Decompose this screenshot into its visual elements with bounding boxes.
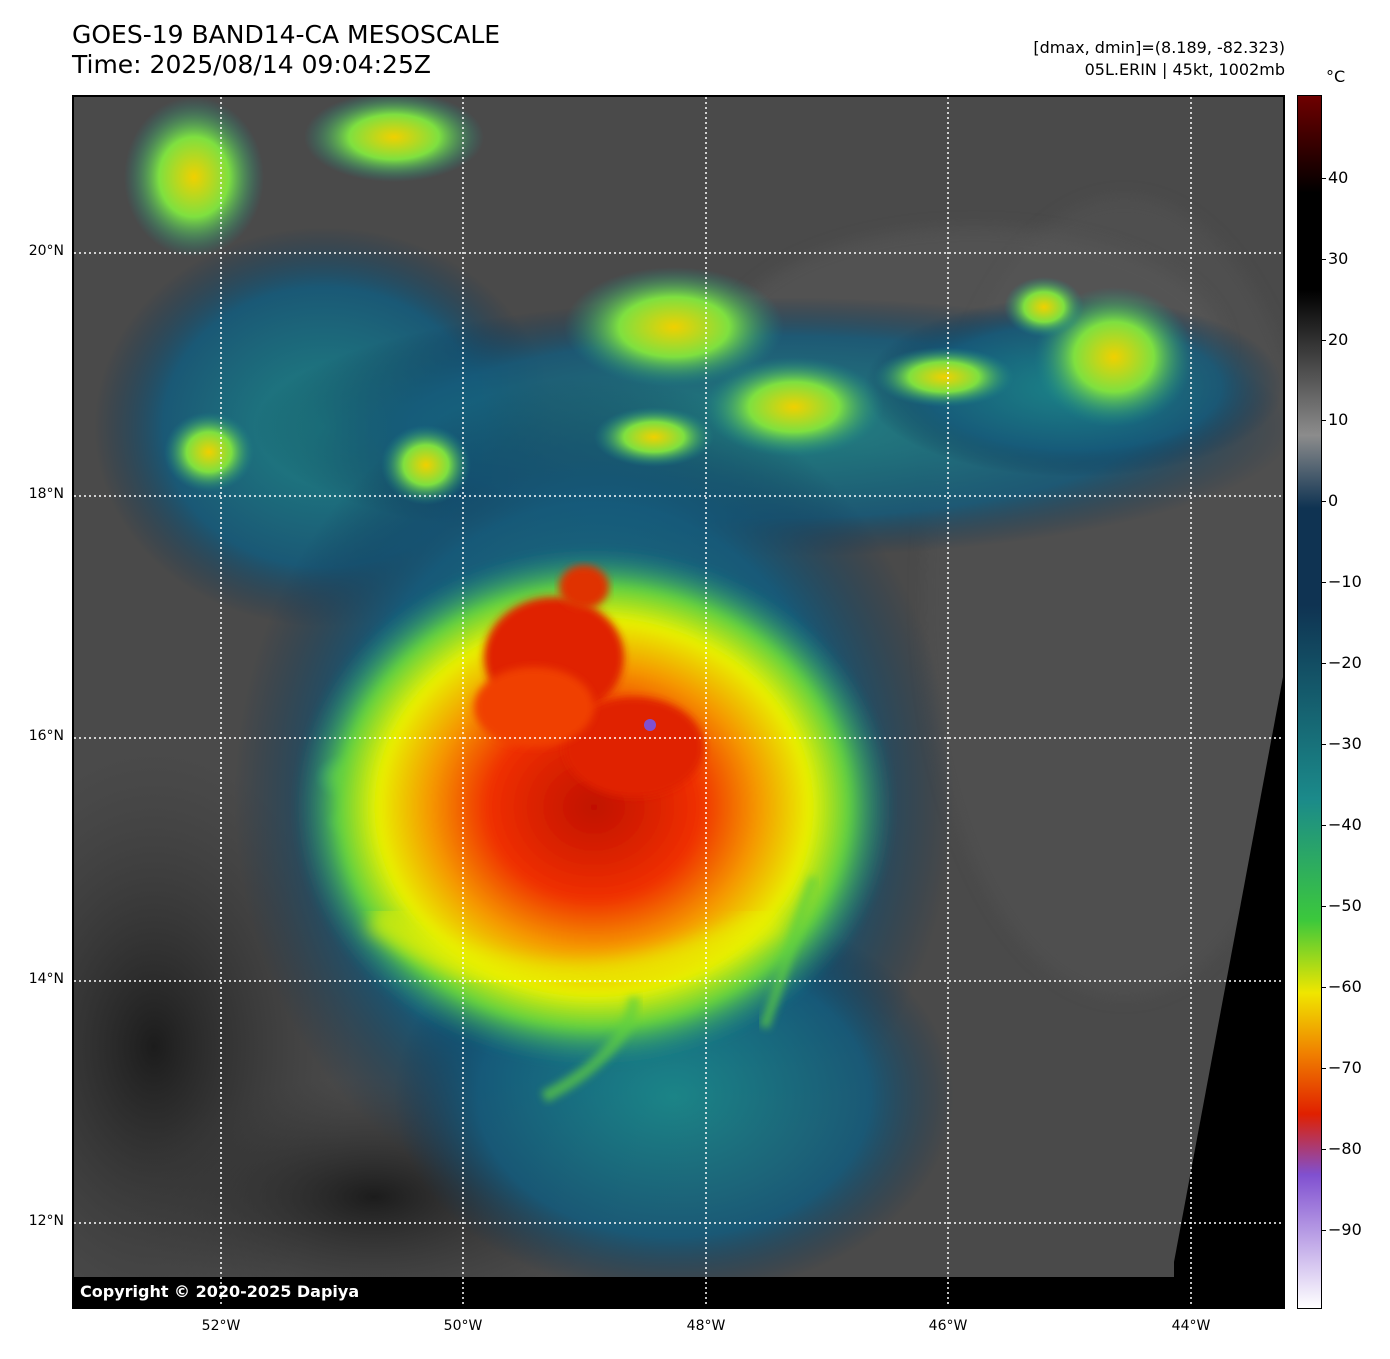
cb-tick-label: −20 bbox=[1328, 653, 1362, 672]
lat-label-18n: 18°N bbox=[28, 486, 64, 502]
dmax-dmin-readout: [dmax, dmin]=(8.189, -82.323) bbox=[1033, 38, 1285, 57]
title-product: GOES-19 BAND14-CA MESOSCALE bbox=[72, 20, 501, 49]
lat-label-14n: 14°N bbox=[28, 971, 64, 987]
cb-tick-label: 10 bbox=[1328, 410, 1349, 429]
cb-tickmark bbox=[1322, 501, 1326, 502]
cb-tickmark bbox=[1322, 987, 1326, 988]
copyright-notice: Copyright © 2020-2025 Dapiya bbox=[80, 1282, 360, 1301]
cb-tick-label: −30 bbox=[1328, 734, 1362, 753]
cb-tickmark bbox=[1322, 825, 1326, 826]
map-title: GOES-19 BAND14-CA MESOSCALE Time: 2025/0… bbox=[72, 20, 500, 80]
satellite-map[interactable]: Copyright © 2020-2025 Dapiya bbox=[72, 95, 1285, 1309]
temperature-colorbar bbox=[1297, 95, 1322, 1309]
cb-tickmark bbox=[1322, 1230, 1326, 1231]
cb-tick-label: −70 bbox=[1328, 1058, 1362, 1077]
cb-tick-label: −80 bbox=[1328, 1139, 1362, 1158]
cb-tick-label: 0 bbox=[1328, 491, 1339, 510]
cb-tickmark bbox=[1322, 340, 1326, 341]
cb-tickmark bbox=[1322, 259, 1326, 260]
satellite-imagery bbox=[74, 97, 1283, 1307]
lat-label-12n: 12°N bbox=[28, 1213, 64, 1229]
cb-tick-label: 20 bbox=[1328, 330, 1349, 349]
gridlines bbox=[74, 97, 1283, 1307]
storm-info: [dmax, dmin]=(8.189, -82.323) 05L.ERIN |… bbox=[1033, 37, 1285, 81]
cb-tick-label: 40 bbox=[1328, 168, 1349, 187]
colorbar-unit: °C bbox=[1326, 67, 1346, 86]
cb-tickmark bbox=[1322, 1149, 1326, 1150]
lat-label-20n: 20°N bbox=[28, 243, 64, 259]
storm-intensity: 05L.ERIN | 45kt, 1002mb bbox=[1084, 60, 1285, 79]
cb-tickmark bbox=[1322, 663, 1326, 664]
cb-tickmark bbox=[1322, 582, 1326, 583]
title-time: Time: 2025/08/14 09:04:25Z bbox=[72, 50, 431, 79]
lon-label-46w: 46°W bbox=[928, 1318, 968, 1334]
cb-tick-label: −10 bbox=[1328, 572, 1362, 591]
cb-tickmark bbox=[1322, 178, 1326, 179]
cb-tick-label: 30 bbox=[1328, 249, 1349, 268]
cb-tickmark bbox=[1322, 906, 1326, 907]
cb-tickmark bbox=[1322, 420, 1326, 421]
cb-tick-label: −90 bbox=[1328, 1220, 1362, 1239]
cb-tickmark bbox=[1322, 1068, 1326, 1069]
lon-label-50w: 50°W bbox=[443, 1318, 483, 1334]
cb-tick-label: −60 bbox=[1328, 977, 1362, 996]
lon-label-48w: 48°W bbox=[686, 1318, 726, 1334]
lon-label-44w: 44°W bbox=[1171, 1318, 1211, 1334]
lat-label-16n: 16°N bbox=[28, 728, 64, 744]
cb-tick-label: −40 bbox=[1328, 815, 1362, 834]
cb-tickmark bbox=[1322, 744, 1326, 745]
lon-label-52w: 52°W bbox=[201, 1318, 241, 1334]
cb-tick-label: −50 bbox=[1328, 896, 1362, 915]
